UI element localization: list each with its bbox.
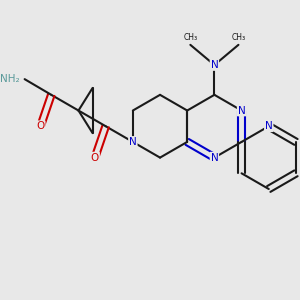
Text: N: N [238, 106, 245, 116]
Text: N: N [129, 137, 137, 147]
Text: N: N [265, 121, 273, 131]
Text: NH₂: NH₂ [0, 74, 20, 84]
Text: O: O [36, 121, 45, 131]
Text: N: N [211, 153, 218, 163]
Text: N: N [211, 60, 218, 70]
Text: O: O [91, 153, 99, 163]
Text: CH₃: CH₃ [183, 33, 197, 42]
Text: CH₃: CH₃ [231, 33, 245, 42]
